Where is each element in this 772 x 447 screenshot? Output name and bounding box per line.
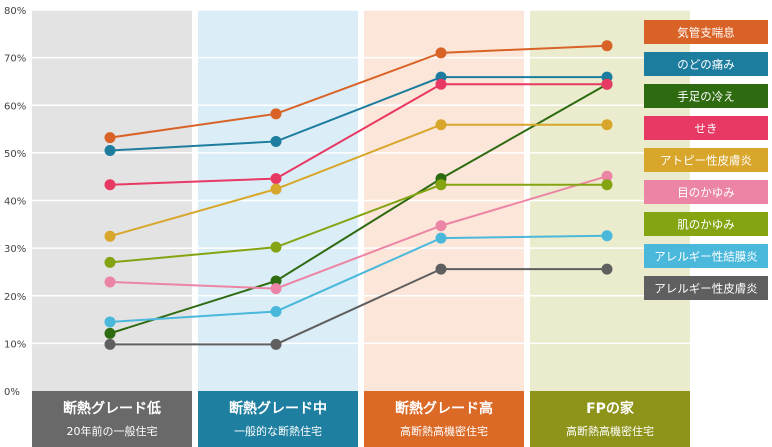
data-point <box>601 78 613 90</box>
y-tick-label: 70% <box>4 54 26 65</box>
category-label-box <box>198 391 358 447</box>
data-point <box>104 276 116 288</box>
y-axis-ticks: 0% 10% 20% 30% 40% 50% 60% 70% 80% <box>4 6 26 398</box>
category-subtitle: 高断熱高機密住宅 <box>400 424 488 438</box>
data-point <box>104 338 116 350</box>
y-tick-label: 50% <box>4 149 26 160</box>
category-labels: 断熱グレード低20年前の一般住宅断熱グレード中一般的な断熱住宅断熱グレード高高断… <box>32 391 690 447</box>
legend-swatch <box>644 116 768 140</box>
legend-label: 目のかゆみ <box>677 186 735 200</box>
series-line <box>109 183 607 264</box>
legend-label: アトピー性皮膚炎 <box>660 154 752 168</box>
data-point <box>601 263 613 275</box>
series-line <box>109 175 608 290</box>
data-point <box>435 179 447 191</box>
data-point <box>270 338 282 350</box>
y-tick-label: 0% <box>4 387 20 398</box>
series-line <box>109 234 608 323</box>
data-point <box>270 241 282 253</box>
series-points <box>104 40 613 350</box>
legend-swatch <box>644 20 768 44</box>
legend-swatch <box>644 244 768 268</box>
series-line <box>109 123 607 238</box>
y-tick-label: 30% <box>4 244 26 255</box>
legend-swatch <box>644 276 768 300</box>
data-point <box>601 40 613 52</box>
data-point <box>104 230 116 242</box>
legend-label: 手足の冷え <box>677 90 735 104</box>
series-line <box>109 83 608 335</box>
legend-label: 肌のかゆみ <box>677 218 735 232</box>
data-point <box>601 170 613 182</box>
data-point <box>435 220 447 232</box>
series-lines <box>109 44 608 346</box>
data-point <box>435 119 447 131</box>
y-tick-label: 80% <box>4 6 26 17</box>
data-point <box>104 132 116 144</box>
legend-swatch <box>644 180 768 204</box>
data-point <box>104 179 116 191</box>
category-title: FPの家 <box>586 400 635 417</box>
category-subtitle: 20年前の一般住宅 <box>67 424 158 438</box>
legend-label: 気管支喘息 <box>677 26 735 40</box>
data-point <box>270 173 282 185</box>
legend: 気管支喘息のどの痛み手足の冷えせきアトピー性皮膚炎目のかゆみ肌のかゆみアレルギー… <box>644 20 768 300</box>
category-title: 断熱グレード中 <box>229 400 327 417</box>
data-point <box>601 230 613 242</box>
data-point <box>270 275 282 287</box>
y-tick-label: 20% <box>4 292 26 303</box>
data-point <box>601 179 613 191</box>
legend-swatch <box>644 148 768 172</box>
category-title: 断熱グレード高 <box>395 400 493 417</box>
data-point <box>104 144 116 156</box>
y-tick-label: 10% <box>4 339 26 350</box>
series-line <box>109 76 607 152</box>
legend-swatch <box>644 212 768 236</box>
data-point <box>104 256 116 268</box>
category-title: 断熱グレード低 <box>63 400 161 417</box>
series-line <box>109 44 608 139</box>
data-point <box>435 263 447 275</box>
gridlines <box>32 9 690 345</box>
category-subtitle: 高断熱高機密住宅 <box>566 424 654 438</box>
legend-label: せき <box>695 122 718 136</box>
category-label-box <box>364 391 524 447</box>
series-line <box>110 268 607 346</box>
category-label-box <box>32 391 192 447</box>
y-tick-label: 40% <box>4 197 26 208</box>
y-tick-label: 60% <box>4 101 26 112</box>
legend-label: アレルギー性皮膚炎 <box>654 282 758 296</box>
data-point <box>435 78 447 90</box>
data-point <box>270 108 282 120</box>
data-point <box>435 47 447 59</box>
category-subtitle: 一般的な断熱住宅 <box>234 424 322 438</box>
data-point <box>601 119 613 131</box>
legend-label: アレルギー性結膜炎 <box>654 250 758 264</box>
data-point <box>270 283 282 295</box>
data-point <box>104 316 116 328</box>
legend-swatch <box>644 84 768 108</box>
series-line <box>109 83 607 186</box>
data-point <box>435 232 447 244</box>
data-point <box>270 183 282 195</box>
legend-label: のどの痛み <box>677 58 735 72</box>
category-label-box <box>530 391 690 447</box>
legend-swatch <box>644 52 768 76</box>
data-point <box>104 327 116 339</box>
data-point <box>270 135 282 147</box>
data-point <box>270 305 282 317</box>
